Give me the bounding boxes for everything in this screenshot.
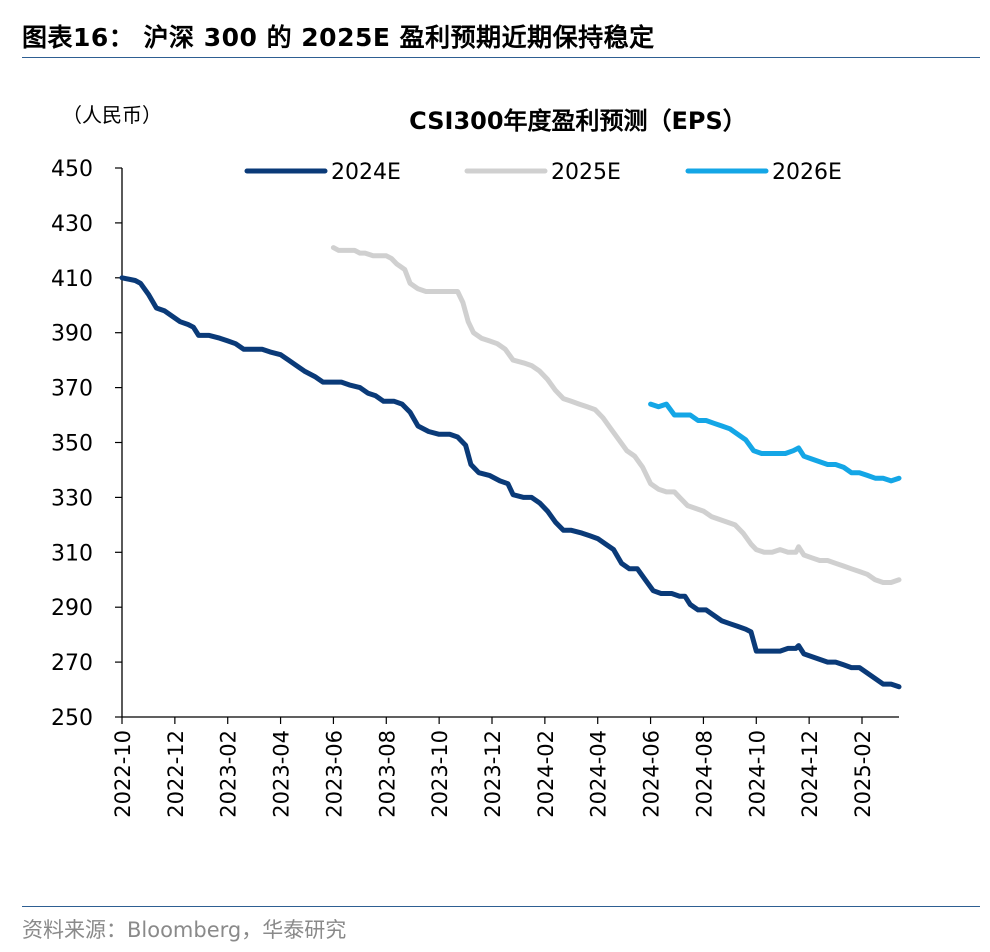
- x-tick-label: 2025-02: [851, 730, 875, 818]
- y-tick-label: 310: [51, 541, 93, 566]
- source-note: 资料来源：Bloomberg，华泰研究: [22, 918, 347, 942]
- eps-forecast-chart: CSI300年度盈利预测（EPS） （人民币） 2024E 2025E 2026E …: [51, 103, 902, 818]
- y-axis-unit-label: （人民币）: [62, 103, 162, 127]
- y-tick-label: 370: [51, 377, 93, 402]
- series-line-2024e: [119, 275, 902, 690]
- x-tick-label: 2023-04: [270, 730, 294, 818]
- x-tick-label: 2022-12: [164, 730, 188, 818]
- x-tick-label: 2023-02: [217, 730, 241, 818]
- y-tick-label: 450: [51, 157, 93, 182]
- legend-label-2025e: 2025E: [551, 160, 621, 185]
- x-tick-label: 2024-06: [640, 730, 664, 818]
- series-line-2025e: [330, 245, 902, 585]
- source-divider: [22, 906, 980, 907]
- y-tick-label: 410: [51, 267, 93, 292]
- chart-legend: 2024E 2025E 2026E: [244, 160, 842, 185]
- x-tick-label: 2024-02: [534, 730, 558, 818]
- plot-area: [119, 245, 902, 690]
- chart-title: CSI300年度盈利预测（EPS）: [409, 107, 747, 135]
- title-divider: [22, 57, 980, 58]
- y-tick-label: 350: [51, 432, 93, 457]
- legend-label-2024e: 2024E: [331, 160, 401, 185]
- x-tick-label: 2024-12: [798, 730, 822, 818]
- x-tick-label: 2024-10: [745, 730, 769, 818]
- legend-label-2026e: 2026E: [772, 160, 842, 185]
- chart-axes: 250 270 290 310 330 350 370 390 410 430 450 2022-10…: [51, 157, 899, 818]
- y-tick-label: 330: [51, 486, 93, 511]
- x-tick-label: 2023-12: [481, 730, 505, 818]
- y-tick-label: 430: [51, 212, 93, 237]
- x-tick-label: 2023-10: [428, 730, 452, 818]
- series-line-2026e: [648, 401, 902, 484]
- y-tick-label: 250: [51, 706, 93, 731]
- figure-title: 图表16： 沪深 300 的 2025E 盈利预期近期保持稳定: [22, 23, 655, 52]
- x-tick-label: 2023-08: [375, 730, 399, 818]
- x-tick-label: 2022-10: [111, 730, 135, 818]
- y-tick-label: 270: [51, 651, 93, 676]
- y-tick-label: 390: [51, 322, 93, 347]
- x-tick-label: 2024-08: [692, 730, 716, 818]
- x-tick-label: 2023-06: [322, 730, 346, 818]
- y-tick-label: 290: [51, 596, 93, 621]
- x-tick-label: 2024-04: [587, 730, 611, 818]
